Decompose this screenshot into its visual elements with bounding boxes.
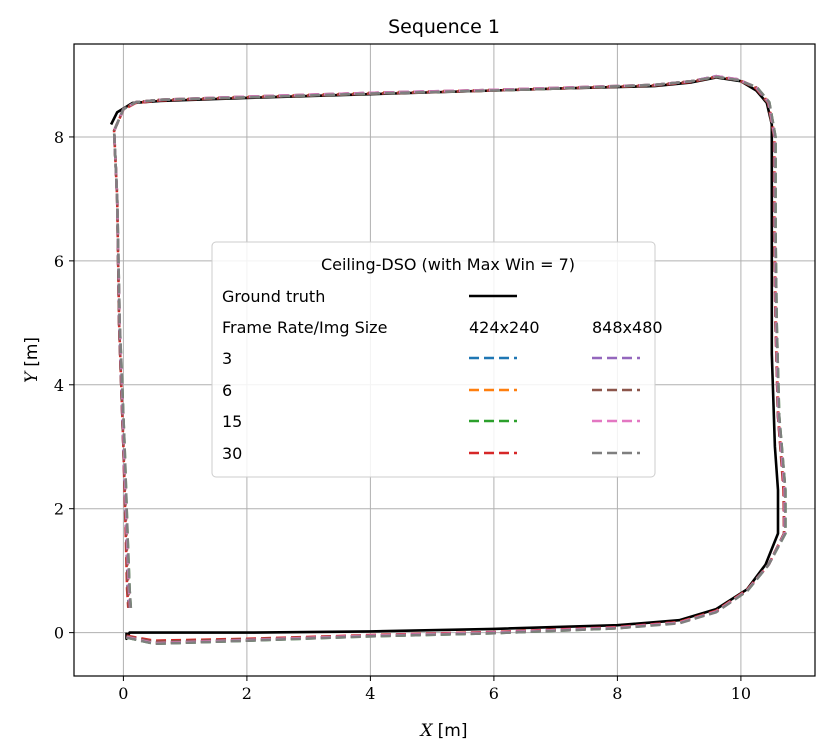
x-axis-unit: [m] — [438, 721, 468, 741]
series-line-30-848x480 — [112, 75, 787, 646]
legend-header-label: Frame Rate/Img Size — [222, 318, 387, 337]
legend-box — [211, 241, 656, 478]
y-axis-symbol: Y — [22, 370, 42, 383]
x-tick-label: 8 — [612, 684, 622, 703]
legend-swatches — [469, 356, 640, 455]
chart-title: Sequence 1 — [388, 16, 500, 38]
legend-row-label: 30 — [222, 444, 242, 463]
axis-ticks: 0 2 4 6 8 10 0 2 4 6 8 — [54, 128, 751, 703]
legend-column-848x480: 848x480 — [592, 318, 663, 337]
y-tick-label: 8 — [54, 128, 64, 147]
x-tick-label: 2 — [242, 684, 252, 703]
y-axis-label: Y [m] — [22, 337, 42, 383]
series-layer — [109, 74, 787, 646]
legend-row-label: 3 — [222, 349, 232, 368]
legend-row-label: 6 — [222, 381, 232, 400]
legend: Ceiling-DSO (with Max Win = 7) Ground tr… — [211, 241, 663, 478]
y-tick-label: 2 — [54, 500, 64, 519]
legend-column-424x240: 424x240 — [469, 318, 540, 337]
plot-frame — [73, 43, 816, 677]
x-axis-symbol: X — [419, 721, 434, 741]
y-tick-label: 0 — [54, 624, 64, 643]
y-tick-label: 4 — [54, 376, 64, 395]
x-tick-label: 4 — [365, 684, 375, 703]
x-axis-label: X [m] — [419, 721, 468, 741]
legend-ground-truth-label: Ground truth — [222, 287, 325, 306]
x-tick-label: 0 — [118, 684, 128, 703]
x-tick-label: 10 — [731, 684, 751, 703]
legend-row-label: 15 — [222, 412, 242, 431]
y-axis-unit: [m] — [22, 337, 42, 367]
x-tick-label: 6 — [489, 684, 499, 703]
legend-title: Ceiling-DSO (with Max Win = 7) — [321, 255, 575, 274]
y-tick-label: 6 — [54, 252, 64, 271]
